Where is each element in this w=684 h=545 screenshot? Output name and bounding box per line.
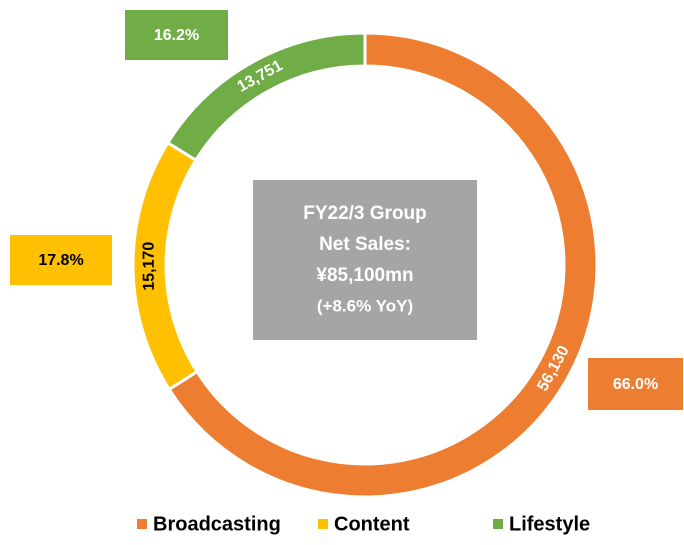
center-box <box>253 180 477 340</box>
percentage-label: 16.2% <box>154 27 199 44</box>
center-label: Net Sales: <box>319 234 411 255</box>
percentage-label: 66.0% <box>613 376 658 393</box>
donut-segment <box>165 31 367 163</box>
center-label: ¥85,100mn <box>316 265 413 286</box>
legend-label: Content <box>334 513 410 535</box>
percentage-label: 17.8% <box>38 252 83 269</box>
legend-label: Broadcasting <box>153 513 281 535</box>
legend-label: Lifestyle <box>509 513 590 535</box>
legend-swatch <box>137 519 147 529</box>
center-label: (+8.6% YoY) <box>317 296 413 315</box>
percentage-box <box>588 358 683 410</box>
percentage-box <box>125 10 228 60</box>
legend-swatch <box>318 519 328 529</box>
center-label: FY22/3 Group <box>303 203 427 224</box>
percentage-box <box>10 235 112 285</box>
donut-segment <box>167 31 599 499</box>
value-label: 15,170 <box>141 242 158 291</box>
legend-swatch <box>493 519 503 529</box>
